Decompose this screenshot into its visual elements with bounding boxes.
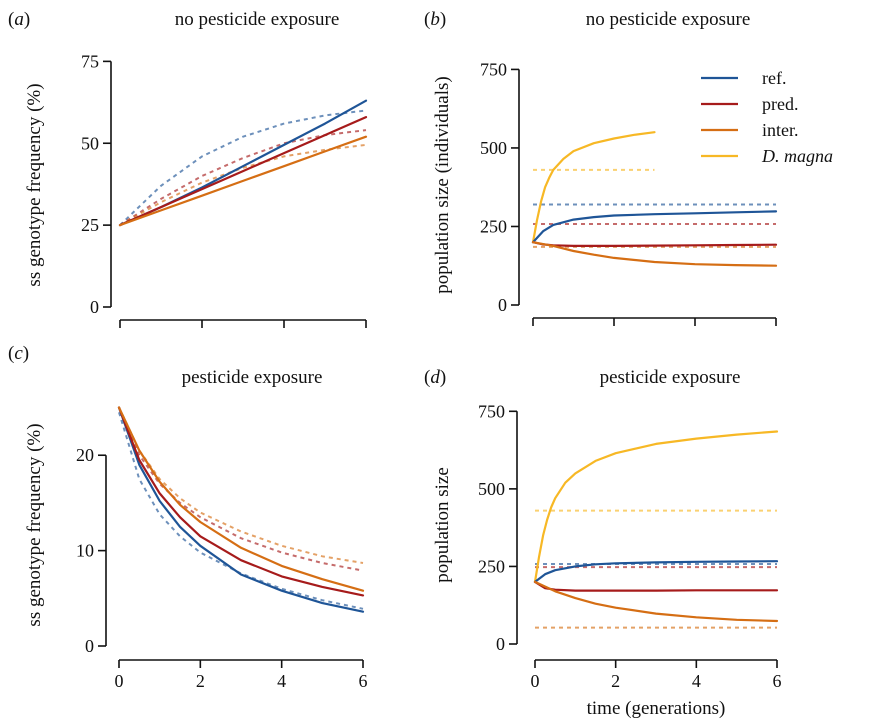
y-axis-label: ss genotype frequency (%) xyxy=(24,423,45,626)
series-inter-solid xyxy=(118,135,368,227)
y-tick-label: 0 xyxy=(85,636,94,656)
panel-label: (d) xyxy=(424,367,446,388)
y-tick-label: 0 xyxy=(498,295,507,315)
y-tick-label: 500 xyxy=(480,138,507,158)
series-inter-solid xyxy=(533,580,779,623)
x-tick-label: 6 xyxy=(773,671,782,691)
x-axis-label: time (generations) xyxy=(587,698,726,719)
series-dmagna-solid xyxy=(533,430,779,584)
legend-label-ref: ref. xyxy=(762,68,786,88)
series-ref-solid xyxy=(531,210,778,244)
panel-d: (d) pesticide exposure population size time… xyxy=(424,367,782,719)
x-tick-label: 0 xyxy=(531,671,540,691)
series-inter-dashed xyxy=(119,143,367,226)
x-tick-label: 4 xyxy=(692,671,701,691)
y-tick-label: 75 xyxy=(81,51,99,71)
y-tick-label: 250 xyxy=(480,216,507,236)
series-pred-solid xyxy=(117,406,365,597)
series-ref-solid xyxy=(533,560,779,584)
y-tick-label: 0 xyxy=(90,297,99,317)
series-inter-solid xyxy=(531,241,778,267)
y-tick-label: 0 xyxy=(496,634,505,654)
legend-label-inter: inter. xyxy=(762,120,799,140)
legend-label-dmagna: D. magna xyxy=(761,146,833,166)
x-tick-label: 2 xyxy=(196,671,205,691)
series-dmagna-solid xyxy=(531,131,656,244)
panel-title: pesticide exposure xyxy=(600,367,741,388)
panel-label: (c) xyxy=(8,343,29,364)
y-tick-label: 250 xyxy=(478,556,505,576)
x-tick-label: 4 xyxy=(277,671,286,691)
panel-title: no pesticide exposure xyxy=(175,9,340,30)
y-axis-label: population size (individuals) xyxy=(432,76,453,293)
y-tick-label: 25 xyxy=(81,215,99,235)
legend: ref. pred. inter. D. magna xyxy=(701,68,833,166)
y-axis-label: population size xyxy=(432,467,453,583)
legend-label-pred: pred. xyxy=(762,94,798,114)
y-tick-label: 20 xyxy=(76,445,94,465)
series-pred-dashed xyxy=(118,407,364,572)
x-tick-label: 6 xyxy=(359,671,368,691)
panel-a: (a) no pesticide exposure ss genotype freq… xyxy=(8,9,368,328)
y-tick-label: 10 xyxy=(76,541,94,561)
panel-label: (b) xyxy=(424,9,446,30)
series-pred-solid xyxy=(531,241,778,247)
y-tick-label: 50 xyxy=(81,133,99,153)
series-ref-solid xyxy=(118,99,368,227)
y-tick-label: 750 xyxy=(480,59,507,79)
series-pred-solid xyxy=(533,580,779,592)
series-ref-dashed xyxy=(119,109,367,226)
y-tick-label: 750 xyxy=(478,401,505,421)
panel-label: (a) xyxy=(8,9,30,30)
panel-title: no pesticide exposure xyxy=(586,9,751,30)
panel-b: (b) no pesticide exposure population size … xyxy=(424,9,778,326)
y-axis-label: ss genotype frequency (%) xyxy=(24,83,45,286)
series-ref-solid xyxy=(117,406,365,613)
series-inter-solid xyxy=(117,406,365,592)
series-pred-solid xyxy=(118,115,368,227)
x-tick-label: 0 xyxy=(115,671,124,691)
panel-title: pesticide exposure xyxy=(182,367,323,388)
series-ref-dashed xyxy=(118,412,364,610)
panel-c: (c) pesticide exposure ss genotype frequen… xyxy=(8,343,368,691)
y-tick-label: 500 xyxy=(478,479,505,499)
x-tick-label: 2 xyxy=(611,671,620,691)
